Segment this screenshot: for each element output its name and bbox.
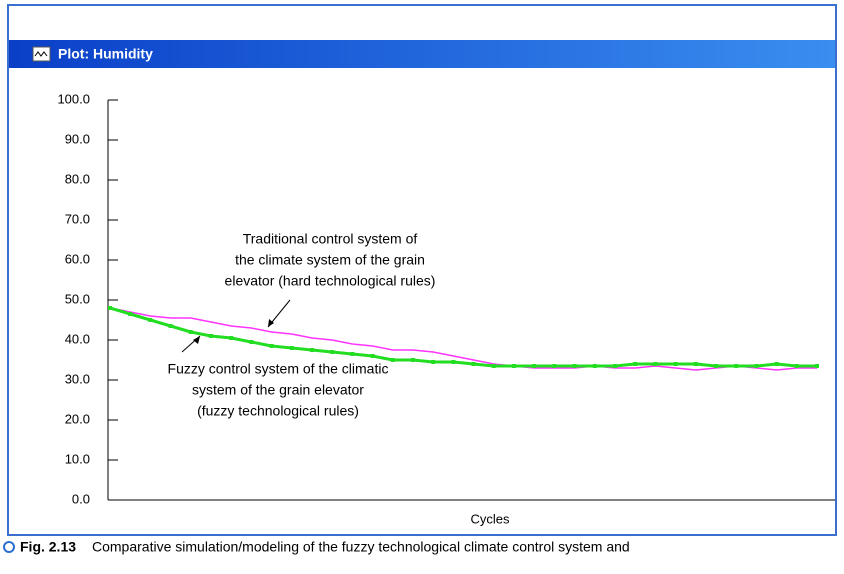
y-tick-label: 30.0 bbox=[65, 371, 90, 386]
point bbox=[693, 362, 698, 366]
point bbox=[552, 364, 557, 368]
point bbox=[815, 364, 819, 368]
window bbox=[7, 4, 837, 536]
window-icon bbox=[32, 46, 51, 62]
series-line bbox=[109, 306, 817, 368]
window-icon-glyph bbox=[34, 51, 48, 57]
y-tick-label: 80.0 bbox=[65, 171, 90, 186]
annotation: the climate system of the grain bbox=[235, 252, 425, 268]
point bbox=[411, 358, 415, 362]
arrow-head bbox=[193, 336, 200, 344]
point bbox=[431, 360, 436, 364]
annotation: Traditional control system of bbox=[243, 231, 418, 247]
caption-text: Comparative simulation/modeling of the f… bbox=[92, 539, 630, 555]
point bbox=[794, 364, 799, 368]
y-tick-label: 60.0 bbox=[65, 251, 90, 266]
point bbox=[229, 336, 234, 340]
point bbox=[128, 312, 133, 316]
point bbox=[289, 346, 294, 350]
point bbox=[512, 364, 516, 368]
point bbox=[754, 364, 759, 368]
window-title: Plot: Humidity bbox=[58, 46, 153, 62]
point bbox=[451, 360, 456, 364]
point bbox=[491, 364, 496, 368]
point bbox=[471, 362, 476, 366]
point bbox=[673, 362, 678, 366]
point bbox=[592, 364, 597, 368]
point bbox=[613, 364, 617, 368]
point bbox=[148, 318, 153, 322]
title-bar bbox=[9, 40, 835, 68]
arrow-head bbox=[268, 319, 274, 327]
point bbox=[269, 344, 274, 348]
series-line bbox=[109, 307, 817, 371]
y-tick-label: 100.0 bbox=[57, 91, 90, 106]
point bbox=[572, 364, 577, 368]
point bbox=[653, 362, 658, 366]
point bbox=[108, 306, 112, 310]
y-tick-label: 70.0 bbox=[65, 211, 90, 226]
annotation: elevator (hard technological rules) bbox=[225, 273, 436, 289]
y-tick-label: 0.0 bbox=[72, 491, 90, 506]
y-tick-label: 50.0 bbox=[65, 291, 90, 306]
annotation: Fuzzy control system of the climatic bbox=[168, 361, 389, 377]
point bbox=[774, 362, 779, 366]
point bbox=[168, 324, 173, 328]
y-tick-label: 90.0 bbox=[65, 131, 90, 146]
point bbox=[188, 330, 193, 334]
point bbox=[370, 354, 375, 358]
point bbox=[330, 350, 335, 354]
point bbox=[633, 362, 638, 366]
y-tick-label: 40.0 bbox=[65, 331, 90, 346]
x-axis-label: Cycles bbox=[470, 511, 510, 526]
y-tick-label: 20.0 bbox=[65, 411, 90, 426]
caption-label: Fig. 2.13 bbox=[20, 539, 76, 555]
point bbox=[249, 340, 254, 344]
y-tick-label: 10.0 bbox=[65, 451, 90, 466]
point bbox=[310, 348, 314, 352]
annotation: system of the grain elevator bbox=[192, 382, 364, 398]
point bbox=[350, 352, 355, 356]
point bbox=[209, 334, 213, 338]
point bbox=[714, 364, 718, 368]
caption-icon bbox=[3, 541, 15, 553]
point bbox=[390, 358, 395, 362]
point bbox=[734, 364, 739, 368]
point bbox=[532, 364, 537, 368]
annotation: (fuzzy technological rules) bbox=[197, 403, 359, 419]
